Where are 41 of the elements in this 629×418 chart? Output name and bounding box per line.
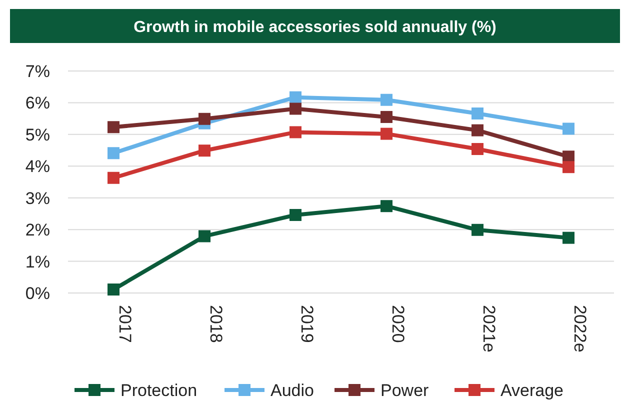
point <box>198 112 210 125</box>
point <box>108 147 120 160</box>
x-tick-label: 2019 <box>298 305 316 343</box>
legend-label: Power <box>380 381 430 400</box>
legend-label: Audio <box>270 381 314 400</box>
x-tick-label: 2018 <box>206 305 226 343</box>
point <box>562 122 574 135</box>
x-tick-label: 2020 <box>388 305 408 343</box>
point <box>380 110 392 123</box>
point <box>290 126 302 138</box>
chart-title: Growth in mobile accessories sold annually (%) <box>134 19 496 36</box>
y-tick-label: 1% <box>25 252 50 272</box>
y-tick-label: 3% <box>25 188 50 208</box>
legend-label: Protection <box>120 381 198 400</box>
x-tick-label: 2022e <box>570 305 590 352</box>
y-tick-label: 2% <box>25 220 50 240</box>
x-tick-label: 2021e <box>480 305 498 352</box>
legend-label: Average <box>500 381 564 400</box>
point <box>198 144 210 157</box>
point <box>380 200 392 212</box>
point <box>472 124 484 136</box>
point <box>198 230 210 242</box>
point <box>562 161 574 174</box>
y-tick-label: 7% <box>25 62 50 81</box>
point <box>472 224 484 236</box>
y-tick-label: 0% <box>25 284 50 303</box>
point <box>380 128 392 140</box>
y-tick-label: 5% <box>25 125 50 144</box>
point <box>562 232 574 244</box>
point <box>108 172 120 184</box>
point <box>472 143 484 156</box>
point <box>108 284 120 296</box>
x-tick-label: 2017 <box>116 305 134 343</box>
point <box>472 107 484 120</box>
point <box>108 121 120 134</box>
point <box>290 208 302 221</box>
point <box>380 94 392 106</box>
y-tick-label: 6% <box>25 94 50 113</box>
point <box>290 91 302 104</box>
y-tick-label: 4% <box>25 157 50 176</box>
point <box>290 102 302 115</box>
